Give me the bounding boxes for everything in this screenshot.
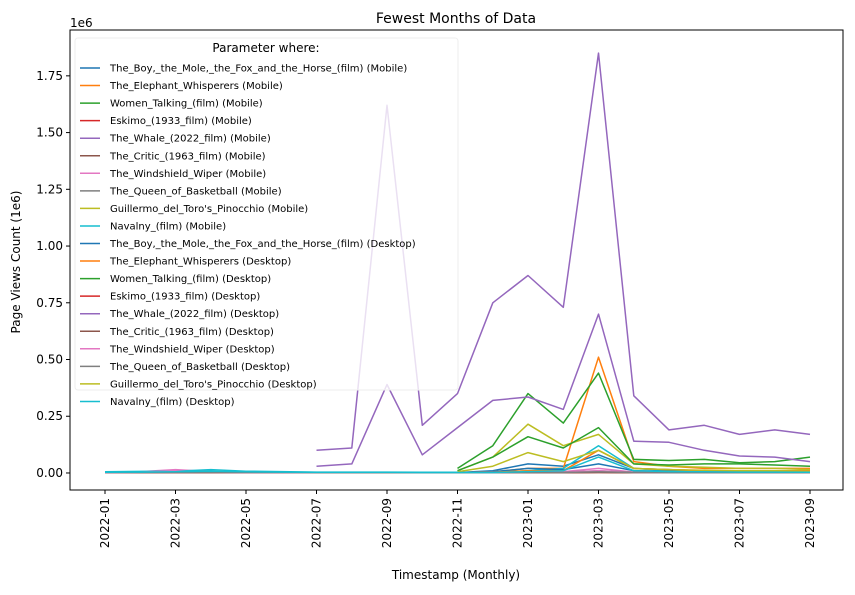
legend-title: Parameter where: — [212, 41, 319, 55]
legend-label: The_Critic_(1963_film) (Desktop) — [109, 327, 274, 338]
x-tick-label: 2022-07 — [310, 498, 324, 548]
legend-label: The_Whale_(2022_film) (Desktop) — [109, 309, 279, 320]
y-tick-label: 1.75 — [36, 69, 63, 83]
legend-label: The_Windshield_Wiper (Desktop) — [109, 344, 275, 355]
x-tick-label: 2023-03 — [592, 498, 606, 548]
x-tick-label: 2023-09 — [803, 498, 817, 548]
x-tick-label: 2023-07 — [733, 498, 747, 548]
y-tick-label: 1.25 — [36, 182, 63, 196]
legend-label: The_Whale_(2022_film) (Mobile) — [109, 134, 271, 145]
y-tick-label: 0.00 — [36, 466, 63, 480]
legend-label: The_Queen_of_Basketball (Mobile) — [109, 186, 282, 197]
legend-label: Women_Talking_(film) (Mobile) — [110, 99, 263, 110]
y-tick-label: 0.75 — [36, 296, 63, 310]
x-tick-label: 2022-09 — [380, 498, 394, 548]
y-offset-label: 1e6 — [70, 16, 93, 30]
y-tick-label: 1.00 — [36, 239, 63, 253]
legend-label: The_Elephant_Whisperers (Mobile) — [109, 81, 283, 92]
legend-label: Guillermo_del_Toro's_Pinocchio (Mobile) — [110, 204, 308, 215]
legend-label: Navalny_(film) (Mobile) — [110, 221, 226, 232]
y-tick-label: 0.25 — [36, 409, 63, 423]
legend-label: Navalny_(film) (Desktop) — [110, 397, 235, 408]
legend-label: Guillermo_del_Toro's_Pinocchio (Desktop) — [110, 379, 317, 390]
x-axis-label: Timestamp (Monthly) — [391, 568, 520, 582]
legend-label: The_Boy,_the_Mole,_the_Fox_and_the_Horse… — [109, 64, 407, 75]
x-tick-label: 2022-01 — [98, 498, 112, 548]
legend-label: Eskimo_(1933_film) (Mobile) — [110, 116, 252, 127]
legend-label: The_Windshield_Wiper (Mobile) — [109, 169, 266, 180]
x-tick-label: 2022-11 — [451, 498, 465, 548]
legend-label: Women_Talking_(film) (Desktop) — [110, 274, 271, 285]
y-tick-label: 1.50 — [36, 126, 63, 140]
legend-label: The_Elephant_Whisperers (Desktop) — [109, 257, 291, 268]
x-tick-label: 2022-05 — [239, 498, 253, 548]
legend-label: The_Queen_of_Basketball (Desktop) — [109, 362, 290, 373]
chart-title: Fewest Months of Data — [376, 11, 536, 27]
x-tick-label: 2023-05 — [662, 498, 676, 548]
x-tick-label: 2023-01 — [521, 498, 535, 548]
y-tick-label: 0.50 — [36, 353, 63, 367]
x-tick-label: 2022-03 — [169, 498, 183, 548]
legend-label: The_Boy,_the_Mole,_the_Fox_and_the_Horse… — [109, 239, 416, 250]
y-axis-label: Page Views Count (1e6) — [9, 191, 23, 334]
legend-label: The_Critic_(1963_film) (Mobile) — [109, 151, 266, 162]
legend-label: Eskimo_(1933_film) (Desktop) — [110, 292, 260, 303]
